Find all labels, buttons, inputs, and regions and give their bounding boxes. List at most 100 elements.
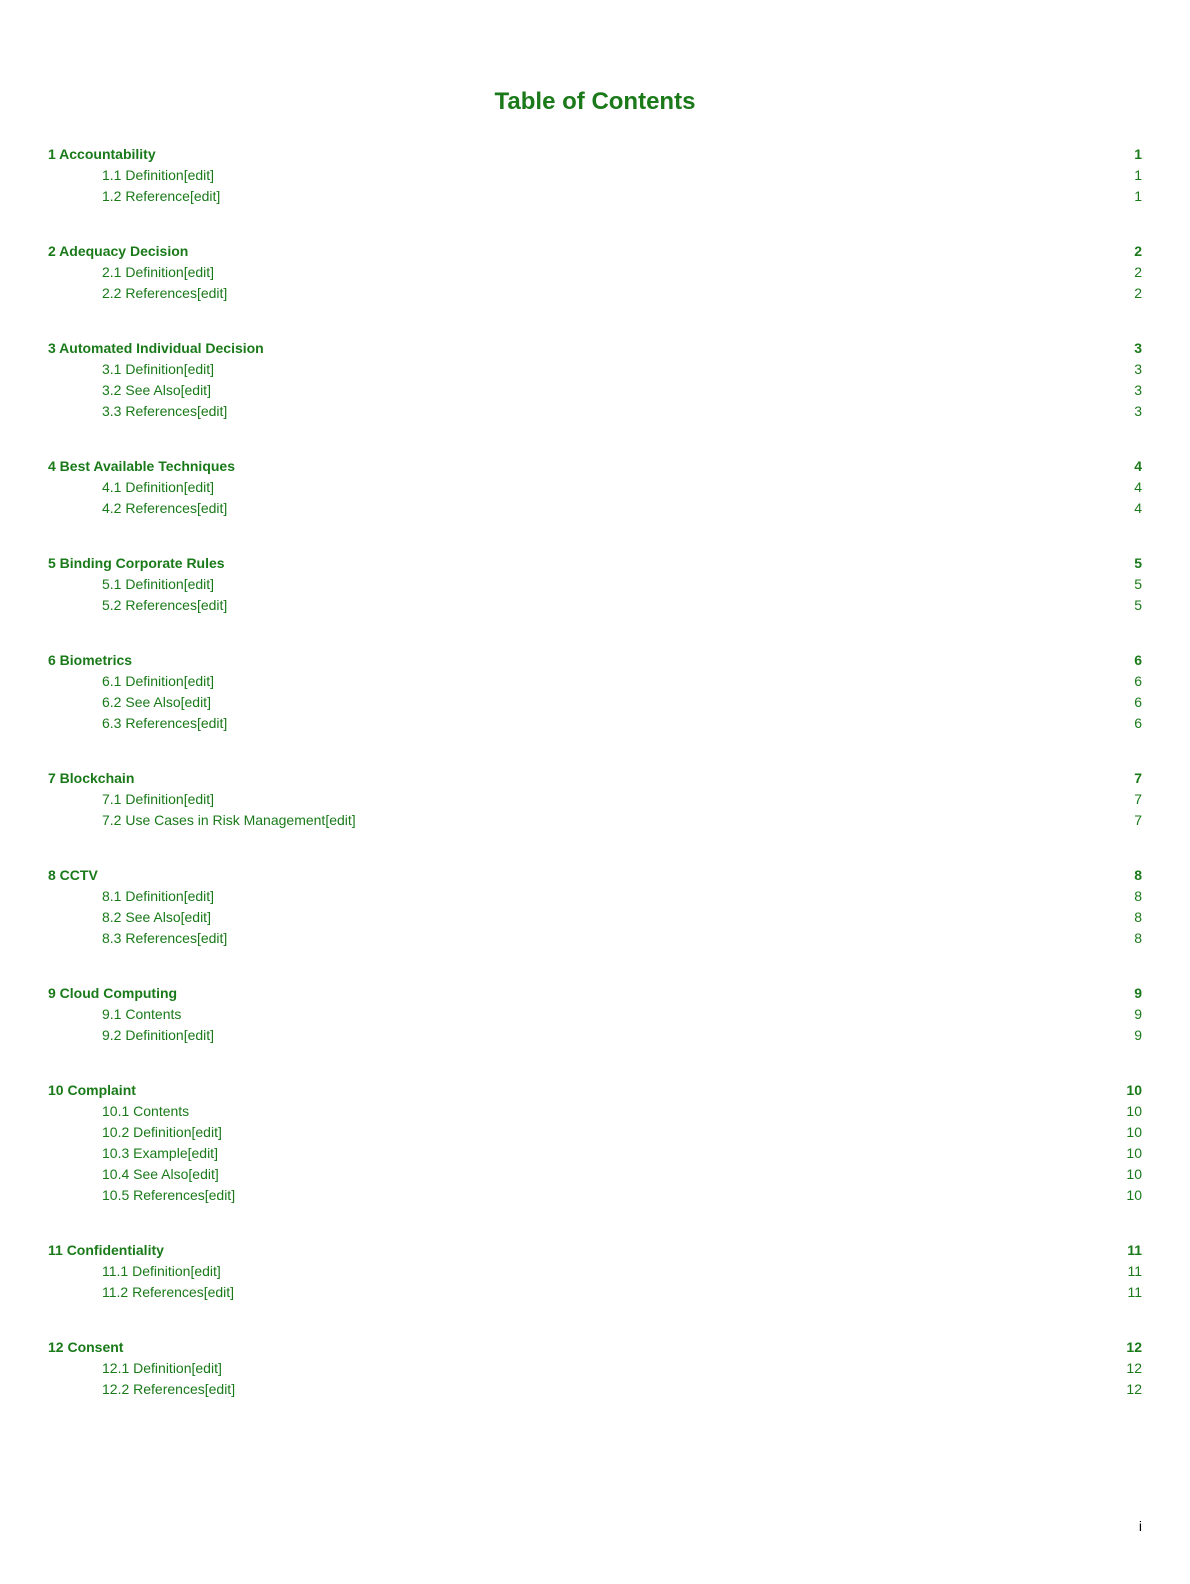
toc-entry-level-2[interactable]: 7.1 Definition[edit] 7 bbox=[48, 789, 1142, 810]
toc-entry-level-2[interactable]: 10.1 Contents10 bbox=[48, 1101, 1142, 1122]
toc-entry-label: 10 Complaint bbox=[48, 1080, 136, 1101]
toc-entry-level-1[interactable]: 7 Blockchain7 bbox=[48, 768, 1142, 789]
toc-entry-label: 1.2 Reference[edit] bbox=[102, 186, 220, 207]
toc-entry-level-2[interactable]: 12.1 Definition[edit]12 bbox=[48, 1358, 1142, 1379]
toc-entry-level-2[interactable]: 5.1 Definition[edit]5 bbox=[48, 574, 1142, 595]
toc-entry-label: 3.2 See Also[edit] bbox=[102, 380, 211, 401]
toc-section: 2 Adequacy Decision22.1 Definition[edit]… bbox=[48, 241, 1142, 304]
toc-entry-level-2[interactable]: 8.2 See Also[edit]8 bbox=[48, 907, 1142, 928]
toc-entry-level-1[interactable]: 6 Biometrics6 bbox=[48, 650, 1142, 671]
toc-entry-level-2[interactable]: 11.2 References[edit] 11 bbox=[48, 1282, 1142, 1303]
toc-entry-label: 6.1 Definition[edit] bbox=[102, 671, 214, 692]
toc-entry-label: 1 Accountability bbox=[48, 144, 156, 165]
toc-entry-level-2[interactable]: 10.4 See Also[edit]10 bbox=[48, 1164, 1142, 1185]
toc-entry-level-1[interactable]: 1 Accountability 1 bbox=[48, 144, 1142, 165]
toc-entry-label: 10.4 See Also[edit] bbox=[102, 1164, 219, 1185]
toc-entry-label: 2.1 Definition[edit] bbox=[102, 262, 214, 283]
toc-entry-level-2[interactable]: 10.5 References[edit]10 bbox=[48, 1185, 1142, 1206]
toc-entry-level-2[interactable]: 9.2 Definition[edit]9 bbox=[48, 1025, 1142, 1046]
toc-entry-level-1[interactable]: 12 Consent12 bbox=[48, 1337, 1142, 1358]
toc-entry-level-2[interactable]: 3.2 See Also[edit] 3 bbox=[48, 380, 1142, 401]
toc-entry-page: 1 bbox=[1134, 186, 1142, 207]
toc-entry-level-2[interactable]: 3.3 References[edit] 3 bbox=[48, 401, 1142, 422]
toc-entry-page: 10 bbox=[1126, 1080, 1142, 1101]
toc-entry-label: 3.3 References[edit] bbox=[102, 401, 227, 422]
toc-entry-page: 10 bbox=[1126, 1101, 1142, 1122]
toc-entry-page: 12 bbox=[1126, 1337, 1142, 1358]
toc-entry-label: 7 Blockchain bbox=[48, 768, 134, 789]
toc-entry-level-2[interactable]: 2.2 References[edit]2 bbox=[48, 283, 1142, 304]
toc-entry-page: 3 bbox=[1134, 359, 1142, 380]
toc-entry-level-1[interactable]: 8 CCTV 8 bbox=[48, 865, 1142, 886]
page-number: i bbox=[1139, 1518, 1142, 1534]
toc-entry-level-2[interactable]: 2.1 Definition[edit] 2 bbox=[48, 262, 1142, 283]
toc-section: 1 Accountability11.1 Definition[edit]11.… bbox=[48, 144, 1142, 207]
toc-section: 10 Complaint1010.1 Contents1010.2 Defini… bbox=[48, 1080, 1142, 1206]
toc-entry-level-1[interactable]: 10 Complaint 10 bbox=[48, 1080, 1142, 1101]
toc-entry-page: 11 bbox=[1127, 1282, 1142, 1303]
toc-entry-level-2[interactable]: 3.1 Definition[edit] 3 bbox=[48, 359, 1142, 380]
toc-entry-level-2[interactable]: 6.1 Definition[edit]6 bbox=[48, 671, 1142, 692]
toc-entry-level-2[interactable]: 9.1 Contents9 bbox=[48, 1004, 1142, 1025]
toc-entry-page: 10 bbox=[1126, 1122, 1142, 1143]
toc-entry-label: 6 Biometrics bbox=[48, 650, 132, 671]
toc-entry-page: 10 bbox=[1126, 1143, 1142, 1164]
toc-entry-label: 11.2 References[edit] bbox=[102, 1282, 234, 1303]
toc-entry-page: 9 bbox=[1134, 983, 1142, 1004]
toc-entry-label: 8 CCTV bbox=[48, 865, 98, 886]
toc-entry-level-2[interactable]: 6.3 References[edit]6 bbox=[48, 713, 1142, 734]
toc-entry-page: 3 bbox=[1134, 380, 1142, 401]
toc-entry-page: 3 bbox=[1134, 401, 1142, 422]
toc-entry-page: 7 bbox=[1134, 810, 1142, 831]
toc-entry-page: 3 bbox=[1134, 338, 1142, 359]
toc-entry-level-2[interactable]: 12.2 References[edit]12 bbox=[48, 1379, 1142, 1400]
toc-entry-level-1[interactable]: 4 Best Available Techniques4 bbox=[48, 456, 1142, 477]
toc-entry-label: 3.1 Definition[edit] bbox=[102, 359, 214, 380]
toc-entry-level-1[interactable]: 3 Automated Individual Decision3 bbox=[48, 338, 1142, 359]
toc-entry-level-2[interactable]: 4.2 References[edit]4 bbox=[48, 498, 1142, 519]
toc-section: 8 CCTV88.1 Definition[edit]88.2 See Also… bbox=[48, 865, 1142, 949]
toc-entry-level-2[interactable]: 1.1 Definition[edit] 1 bbox=[48, 165, 1142, 186]
toc-entry-level-2[interactable]: 7.2 Use Cases in Risk Management[edit] 7 bbox=[48, 810, 1142, 831]
toc-entry-level-2[interactable]: 1.2 Reference[edit] 1 bbox=[48, 186, 1142, 207]
toc-entry-page: 5 bbox=[1134, 553, 1142, 574]
toc-entry-level-1[interactable]: 5 Binding Corporate Rules5 bbox=[48, 553, 1142, 574]
toc-entry-page: 1 bbox=[1134, 144, 1142, 165]
toc-entry-level-2[interactable]: 10.3 Example[edit]10 bbox=[48, 1143, 1142, 1164]
toc-page: Table of Contents 1 Accountability11.1 D… bbox=[0, 0, 1190, 1584]
toc-entry-label: 5.1 Definition[edit] bbox=[102, 574, 214, 595]
toc-entry-level-2[interactable]: 6.2 See Also[edit]6 bbox=[48, 692, 1142, 713]
toc-entry-label: 1.1 Definition[edit] bbox=[102, 165, 214, 186]
toc-entry-page: 2 bbox=[1134, 262, 1142, 283]
toc-entry-level-2[interactable]: 4.1 Definition[edit]4 bbox=[48, 477, 1142, 498]
toc-entry-level-1[interactable]: 11 Confidentiality11 bbox=[48, 1240, 1142, 1261]
toc-entry-page: 7 bbox=[1134, 789, 1142, 810]
toc-entry-level-2[interactable]: 8.1 Definition[edit]8 bbox=[48, 886, 1142, 907]
toc-entry-level-2[interactable]: 11.1 Definition[edit]11 bbox=[48, 1261, 1142, 1282]
toc-entry-level-2[interactable]: 5.2 References[edit]5 bbox=[48, 595, 1142, 616]
toc-body: 1 Accountability11.1 Definition[edit]11.… bbox=[48, 144, 1142, 1400]
toc-entry-level-1[interactable]: 9 Cloud Computing 9 bbox=[48, 983, 1142, 1004]
toc-entry-label: 2.2 References[edit] bbox=[102, 283, 227, 304]
toc-entry-page: 11 bbox=[1127, 1261, 1142, 1282]
toc-entry-label: 7.1 Definition[edit] bbox=[102, 789, 214, 810]
toc-section: 3 Automated Individual Decision33.1 Defi… bbox=[48, 338, 1142, 422]
toc-entry-level-2[interactable]: 8.3 References[edit]8 bbox=[48, 928, 1142, 949]
toc-entry-level-1[interactable]: 2 Adequacy Decision2 bbox=[48, 241, 1142, 262]
toc-entry-page: 8 bbox=[1134, 928, 1142, 949]
toc-entry-label: 7.2 Use Cases in Risk Management[edit] bbox=[102, 810, 356, 831]
toc-title: Table of Contents bbox=[48, 88, 1142, 116]
toc-section: 12 Consent1212.1 Definition[edit]1212.2 … bbox=[48, 1337, 1142, 1400]
toc-entry-page: 9 bbox=[1134, 1004, 1142, 1025]
toc-section: 9 Cloud Computing 99.1 Contents99.2 Defin… bbox=[48, 983, 1142, 1046]
toc-entry-label: 6.2 See Also[edit] bbox=[102, 692, 211, 713]
toc-entry-level-2[interactable]: 10.2 Definition[edit]10 bbox=[48, 1122, 1142, 1143]
toc-entry-page: 8 bbox=[1134, 886, 1142, 907]
toc-entry-page: 4 bbox=[1134, 498, 1142, 519]
toc-section: 6 Biometrics66.1 Definition[edit]66.2 Se… bbox=[48, 650, 1142, 734]
toc-entry-label: 4.1 Definition[edit] bbox=[102, 477, 214, 498]
toc-entry-label: 9 Cloud Computing bbox=[48, 983, 177, 1004]
toc-entry-page: 8 bbox=[1134, 907, 1142, 928]
toc-entry-page: 8 bbox=[1134, 865, 1142, 886]
toc-entry-page: 1 bbox=[1134, 165, 1142, 186]
